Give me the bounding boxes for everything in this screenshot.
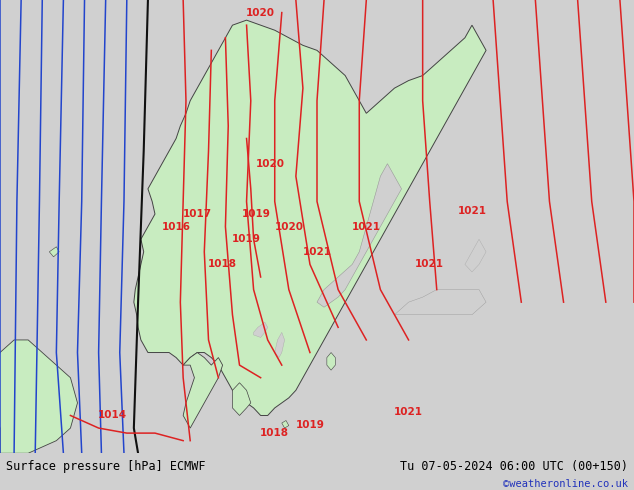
Text: 1020: 1020 xyxy=(275,221,303,232)
Text: 1017: 1017 xyxy=(183,209,212,219)
Text: 1018: 1018 xyxy=(208,259,237,270)
Text: 1019: 1019 xyxy=(242,209,271,219)
Text: 1021: 1021 xyxy=(352,221,381,232)
Polygon shape xyxy=(0,340,77,453)
Text: ©weatheronline.co.uk: ©weatheronline.co.uk xyxy=(503,480,628,490)
Text: Surface pressure [hPa] ECMWF: Surface pressure [hPa] ECMWF xyxy=(6,460,206,473)
Text: 1021: 1021 xyxy=(458,206,486,216)
Polygon shape xyxy=(465,239,486,272)
Polygon shape xyxy=(327,352,335,370)
Polygon shape xyxy=(134,20,486,416)
Text: 1021: 1021 xyxy=(394,408,423,417)
Polygon shape xyxy=(254,322,268,338)
Polygon shape xyxy=(275,332,285,358)
Text: Tu 07-05-2024 06:00 UTC (00+150): Tu 07-05-2024 06:00 UTC (00+150) xyxy=(399,460,628,473)
Polygon shape xyxy=(49,247,59,257)
Text: 1016: 1016 xyxy=(162,221,191,232)
Polygon shape xyxy=(233,383,251,416)
Polygon shape xyxy=(281,420,289,428)
Text: 1020: 1020 xyxy=(246,7,275,18)
Text: 1020: 1020 xyxy=(256,159,285,169)
Text: 1019: 1019 xyxy=(295,420,325,430)
Text: 1021: 1021 xyxy=(415,259,444,270)
Text: 1014: 1014 xyxy=(98,411,127,420)
Polygon shape xyxy=(394,290,486,315)
Text: 1019: 1019 xyxy=(232,234,261,244)
Text: 1018: 1018 xyxy=(260,428,289,438)
Polygon shape xyxy=(183,352,223,428)
Text: 1021: 1021 xyxy=(302,247,332,257)
Polygon shape xyxy=(317,164,401,307)
